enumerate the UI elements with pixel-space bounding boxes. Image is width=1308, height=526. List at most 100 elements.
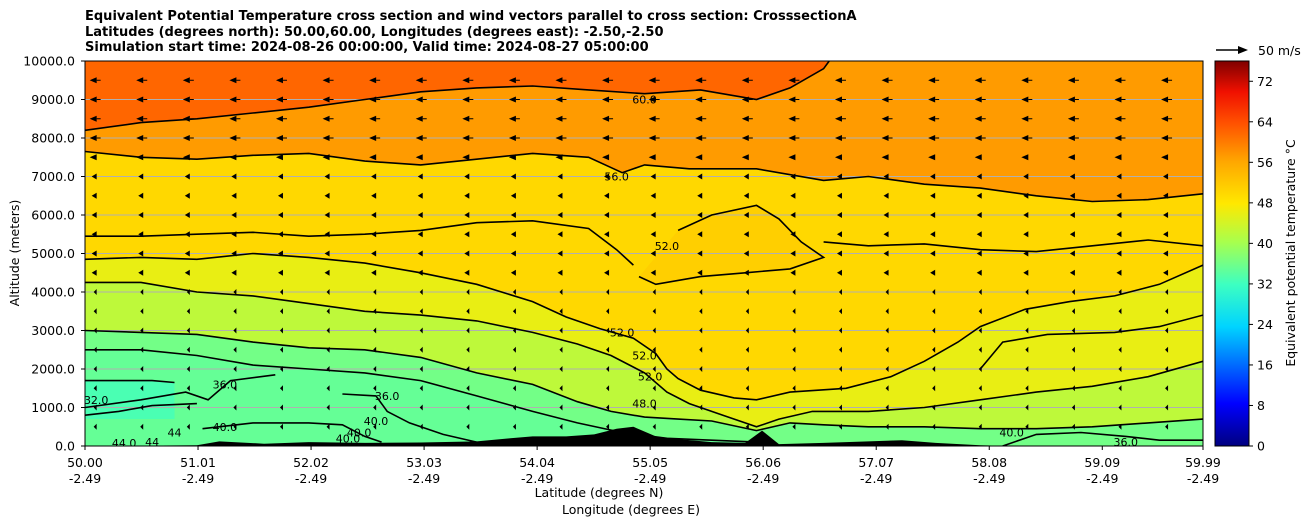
wind-vector [745, 385, 749, 392]
wind-vector [464, 173, 470, 180]
wind-vector [322, 77, 330, 84]
wind-vector [1163, 231, 1169, 238]
wind-vector [743, 231, 749, 238]
x-tick-label-lon: -2.49 [521, 471, 553, 486]
y-tick-label: 3000.0 [31, 323, 75, 338]
wind-vector [93, 289, 97, 295]
y-tick-label: 5000.0 [31, 246, 75, 261]
contour-label: 36.0 [375, 390, 400, 403]
chart-title: Equivalent Potential Temperature cross s… [85, 9, 857, 56]
wind-vector [557, 192, 563, 199]
wind-vector [324, 269, 330, 276]
wind-vector [883, 212, 889, 218]
wind-vector [184, 173, 190, 180]
wind-vector [373, 385, 377, 392]
wind-vector [91, 212, 97, 218]
contour-line-40 [202, 422, 382, 443]
wind-vector [89, 115, 97, 122]
wind-vector [1067, 77, 1075, 84]
wind-vector [885, 308, 889, 315]
wind-vector [324, 250, 330, 257]
wind-vector [1165, 289, 1169, 295]
wind-vector [89, 154, 97, 161]
wind-vector [557, 173, 563, 180]
wind-vector [652, 346, 656, 353]
wind-vector [1116, 212, 1122, 218]
wind-vector [699, 404, 703, 411]
wind-vector [93, 404, 97, 411]
wind-vector [743, 192, 749, 199]
wind-vector [510, 250, 516, 257]
quiver-key-arrowhead [1238, 46, 1248, 54]
grid-lines [85, 61, 1203, 446]
wind-vector [229, 135, 237, 141]
wind-vector [741, 154, 749, 161]
wind-vector [466, 366, 470, 372]
wind-vector [559, 308, 563, 315]
wind-vector [974, 115, 982, 122]
wind-vector [697, 173, 703, 180]
wind-vector [1023, 269, 1029, 276]
wind-vector [140, 327, 144, 334]
x-axis-label-latitude: Latitude (degrees N) [535, 485, 664, 500]
wind-vector [275, 135, 283, 141]
wind-vector [371, 212, 377, 218]
wind-vector [231, 192, 237, 199]
wind-vector [790, 269, 796, 276]
wind-vector [1118, 423, 1122, 430]
wind-vector [369, 135, 377, 141]
wind-vector [275, 154, 283, 161]
wind-vector [184, 250, 190, 257]
contour-label: 36.0 [1114, 436, 1139, 449]
wind-vector [275, 77, 283, 84]
x-tick-label-lon: -2.49 [973, 471, 1005, 486]
wind-vector [838, 366, 842, 372]
contour-label: 52.0 [632, 350, 657, 363]
wind-vector [792, 308, 796, 315]
wind-vector [136, 96, 144, 103]
x-tick-label-lat: 54.04 [519, 455, 555, 470]
wind-vector [371, 173, 377, 180]
wind-vector [279, 366, 283, 372]
wind-vector [417, 212, 423, 218]
contour-line-60 [85, 61, 830, 132]
wind-vector [652, 366, 656, 372]
wind-vector [1118, 346, 1122, 353]
wind-vector [834, 96, 842, 103]
wind-vector [652, 385, 656, 392]
wind-vector [699, 366, 703, 372]
wind-vector [1165, 423, 1169, 430]
wind-vector [1023, 231, 1029, 238]
wind-vector [648, 135, 656, 141]
wind-vector [930, 250, 936, 257]
wind-vector [788, 135, 796, 141]
wind-vector [1067, 96, 1075, 103]
contour-lines [85, 61, 1203, 446]
x-axis-label-longitude: Longitude (degrees E) [562, 502, 700, 517]
wind-vector [326, 308, 330, 315]
wind-vector [140, 346, 144, 353]
wind-vector [602, 154, 610, 161]
wind-vector [930, 173, 936, 180]
wind-vector [417, 231, 423, 238]
wind-vector [417, 192, 423, 199]
wind-vector [1114, 115, 1122, 122]
wind-vector [138, 173, 144, 180]
x-tick-label-lon: -2.49 [182, 471, 214, 486]
wind-vector [326, 404, 330, 411]
wind-vector [1071, 385, 1075, 392]
wind-vector [745, 366, 749, 372]
wind-vector [1025, 308, 1029, 315]
wind-vector [182, 77, 190, 84]
wind-vector [322, 115, 330, 122]
wind-vector [1025, 327, 1029, 334]
wind-vector [885, 366, 889, 372]
x-tick-label-lon: -2.49 [1187, 471, 1219, 486]
wind-vector [1023, 192, 1029, 199]
contour-label: 52.0 [638, 371, 663, 384]
wind-vector [602, 96, 610, 103]
wind-vector [976, 269, 982, 276]
wind-vector [928, 115, 936, 122]
wind-vector [93, 366, 97, 372]
wind-vector [1165, 308, 1169, 315]
